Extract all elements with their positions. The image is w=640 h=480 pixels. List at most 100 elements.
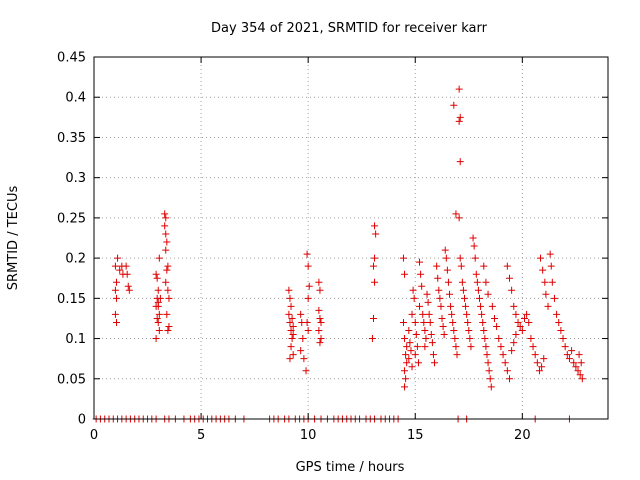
data-point-marker [484, 359, 492, 367]
data-point-marker [417, 270, 425, 278]
data-point-marker [458, 278, 466, 286]
data-point-marker [124, 282, 132, 290]
data-point-marker [485, 367, 493, 375]
data-point-marker [508, 347, 516, 355]
data-points [92, 85, 586, 423]
data-point-marker [466, 335, 474, 343]
data-point-marker [125, 286, 133, 294]
data-point-marker [165, 294, 173, 302]
data-point-marker [547, 262, 555, 270]
data-point-marker [455, 85, 463, 93]
data-point-marker [286, 318, 294, 326]
data-point-marker [435, 286, 443, 294]
plot-frame [93, 56, 609, 420]
data-point-marker [450, 101, 458, 109]
data-point-marker [436, 294, 444, 302]
data-point-marker [557, 327, 565, 335]
data-point-marker [578, 375, 586, 383]
x-tick-label: 10 [300, 428, 317, 443]
data-point-marker [316, 314, 324, 322]
data-point-marker [520, 314, 528, 322]
x-axis-label: GPS time / hours [296, 460, 405, 475]
chart-title: Day 354 of 2021, SRMTID for receiver kar… [211, 21, 488, 36]
data-point-marker [486, 375, 494, 383]
data-point-marker [455, 117, 463, 125]
data-point-marker [112, 294, 120, 302]
data-point-marker [288, 314, 296, 322]
data-point-marker [461, 294, 469, 302]
data-point-marker [305, 282, 313, 290]
data-point-marker [546, 250, 554, 258]
data-point-marker [455, 214, 463, 222]
data-point-marker [317, 335, 325, 343]
data-point-marker [412, 331, 420, 339]
data-point-marker [503, 367, 511, 375]
data-point-marker [289, 331, 297, 339]
data-point-marker [472, 270, 480, 278]
data-point-marker [403, 343, 411, 351]
data-point-marker [410, 294, 418, 302]
data-point-marker [477, 302, 485, 310]
data-point-marker [529, 343, 537, 351]
data-point-marker [369, 262, 377, 270]
data-point-marker [516, 322, 524, 330]
data-point-marker [427, 331, 435, 339]
data-point-marker [484, 290, 492, 298]
data-point-marker [474, 286, 482, 294]
data-point-marker [111, 286, 119, 294]
data-point-marker [459, 286, 467, 294]
data-point-marker [297, 310, 305, 318]
data-point-marker [512, 310, 520, 318]
data-point-marker [399, 318, 407, 326]
data-point-marker [444, 278, 452, 286]
data-point-marker [541, 278, 549, 286]
data-point-marker [523, 310, 531, 318]
data-point-marker [449, 318, 457, 326]
axis-ticks: 0 5 10 15 20 0 0.05 0.1 0.15 0.2 0.25 0.3 0.35 0.4 0.4… [57, 51, 608, 443]
data-point-marker [471, 254, 479, 262]
data-point-marker [114, 254, 122, 262]
data-point-marker [490, 314, 498, 322]
data-point-marker [416, 302, 424, 310]
data-point-marker [440, 331, 448, 339]
data-point-marker [448, 310, 456, 318]
data-point-marker [403, 359, 411, 367]
y-tick-label: 0.45 [57, 51, 86, 66]
data-point-marker [162, 214, 170, 222]
data-point-marker [479, 318, 487, 326]
data-point-marker [473, 278, 481, 286]
data-point-marker [155, 310, 163, 318]
data-point-marker [316, 286, 324, 294]
data-point-marker [572, 363, 580, 371]
data-point-marker [527, 335, 535, 343]
data-point-marker [156, 294, 164, 302]
data-point-marker [304, 327, 312, 335]
data-point-marker [112, 278, 120, 286]
data-point-marker [456, 254, 464, 262]
data-point-marker [413, 343, 421, 351]
data-point-marker [568, 347, 576, 355]
data-point-marker [426, 318, 434, 326]
data-point-marker [407, 347, 415, 355]
data-point-marker [287, 302, 295, 310]
data-point-marker [116, 266, 124, 274]
data-point-marker [539, 266, 547, 274]
data-point-marker [505, 375, 513, 383]
data-point-marker [548, 278, 556, 286]
y-tick-label: 0.15 [57, 292, 86, 307]
data-point-marker [570, 359, 578, 367]
data-point-marker [153, 314, 161, 322]
data-point-marker [574, 367, 582, 375]
data-point-marker [401, 335, 409, 343]
data-point-marker [418, 282, 426, 290]
data-point-marker [154, 318, 162, 326]
data-point-marker [304, 294, 312, 302]
data-point-marker [112, 318, 120, 326]
data-point-marker [464, 318, 472, 326]
data-point-marker [405, 327, 413, 335]
y-tick-label: 0.2 [65, 252, 86, 267]
data-point-marker [420, 318, 428, 326]
data-point-marker [371, 254, 379, 262]
data-point-marker [462, 302, 470, 310]
y-tick-label: 0.35 [57, 131, 86, 146]
